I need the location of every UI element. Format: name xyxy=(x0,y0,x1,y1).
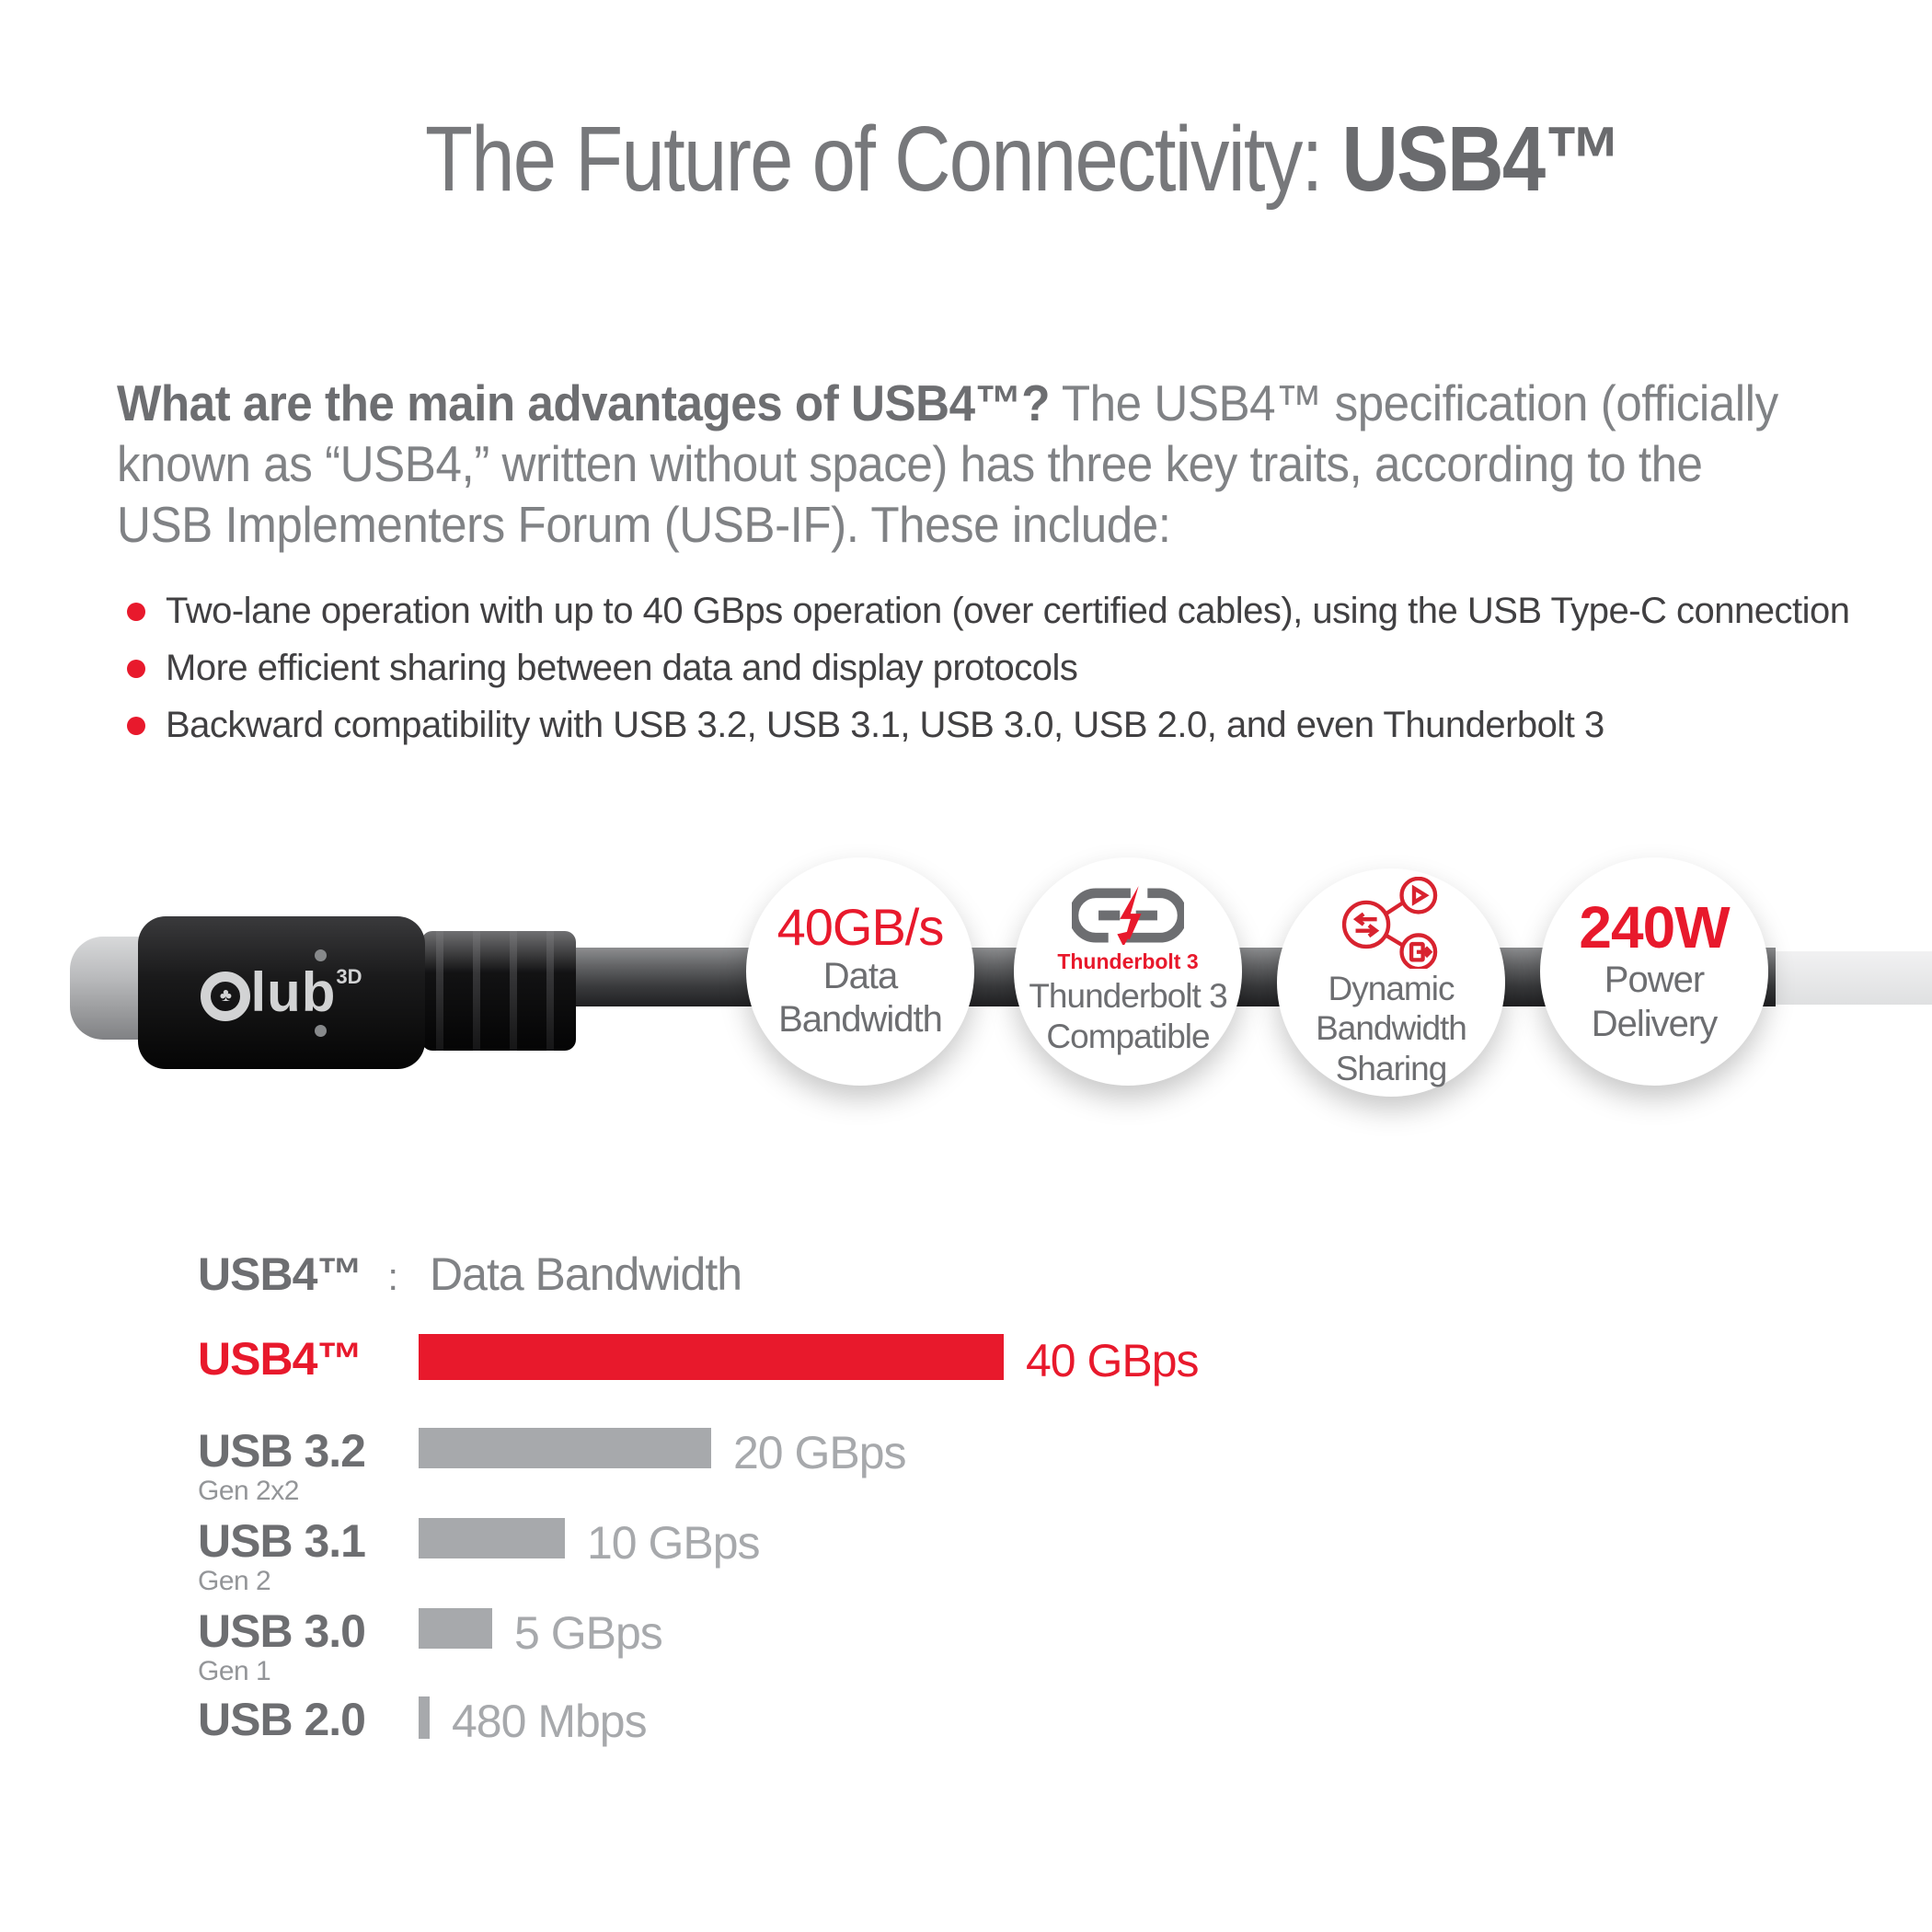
bar-usb32 xyxy=(419,1428,711,1468)
bar-value-label: 5 GBps xyxy=(514,1607,663,1659)
row-sublabel: Gen 2 xyxy=(198,1566,271,1596)
cable-strain-relief xyxy=(421,931,576,1051)
badge-line: Sharing xyxy=(1335,1049,1448,1087)
row-sublabel: Gen 1 xyxy=(198,1656,271,1686)
bullet-dot-icon xyxy=(127,602,145,621)
bullet-text: More efficient sharing between data and … xyxy=(166,648,1078,688)
badge-thunderbolt-compatible: Thunderbolt 3 Thunderbolt 3 Compatible xyxy=(1014,857,1242,1086)
badge-line: Power xyxy=(1604,960,1705,1001)
bar-value-label: 10 GBps xyxy=(587,1517,761,1569)
badge-line: Bandwidth xyxy=(1316,1009,1467,1048)
badge-headline: 240W xyxy=(1579,894,1730,961)
badge-headline: 40GB/s xyxy=(776,898,945,957)
bandwidth-chart: USB4™ : Data Bandwidth USB4™ 40 GBps USB… xyxy=(198,1248,1762,1818)
intro-question: What are the main advantages of USB4™? xyxy=(117,374,1051,431)
list-item: Two-lane operation with up to 40 GBps op… xyxy=(127,591,1850,632)
badge-line: Data xyxy=(822,956,898,997)
page-title: The Future of Connectivity: USB4™ xyxy=(425,107,1622,213)
bullet-text: Two-lane operation with up to 40 GBps op… xyxy=(166,591,1850,631)
chart-heading-title: Data Bandwidth xyxy=(430,1248,742,1300)
intro-paragraph: What are the main advantages of USB4™? T… xyxy=(117,373,1794,555)
chart-heading-separator: : xyxy=(387,1255,399,1298)
bar-usb4 xyxy=(419,1334,1004,1380)
title-regular-text: The Future of Connectivity: xyxy=(425,108,1342,211)
thunderbolt-3-link-icon xyxy=(1072,886,1184,946)
row-label: USB 2.0 xyxy=(198,1694,366,1745)
title-product-name: USB4™ xyxy=(1341,108,1622,211)
badge-line: Thunderbolt 3 xyxy=(1029,977,1227,1016)
badge-power-delivery: 240W Power Delivery xyxy=(1540,857,1768,1086)
row-label: USB 3.2 xyxy=(198,1425,366,1477)
bar-usb30 xyxy=(419,1608,492,1649)
intro-body: The USB4™ specification (officially know… xyxy=(117,374,1778,553)
housing-dot xyxy=(315,1025,327,1037)
badge-line: Dynamic xyxy=(1328,969,1455,1007)
row-label: USB 3.0 xyxy=(198,1605,366,1657)
bar-value-label: 480 Mbps xyxy=(452,1696,648,1747)
club3d-logo-3d: 3D xyxy=(336,964,362,988)
chart-row-usb31: USB 3.1 Gen 2 10 GBps xyxy=(198,1514,1762,1596)
bar-usb20 xyxy=(419,1696,430,1739)
bullet-dot-icon xyxy=(127,716,145,735)
bar-value-label: 20 GBps xyxy=(733,1427,907,1478)
chart-row-usb4: USB4™ 40 GBps xyxy=(198,1332,1762,1397)
thunderbolt-3-label: Thunderbolt 3 xyxy=(1057,949,1199,974)
usb-c-plug-housing: ♣ lub 3D xyxy=(138,916,425,1069)
bar-usb31 xyxy=(419,1518,565,1558)
housing-dot xyxy=(315,949,327,961)
row-label: USB4™ xyxy=(198,1333,362,1385)
badge-line: Compatible xyxy=(1046,1018,1210,1055)
bar-value-label: 40 GBps xyxy=(1026,1335,1200,1386)
badge-line: Bandwidth xyxy=(778,999,943,1041)
feature-list: Two-lane operation with up to 40 GBps op… xyxy=(127,591,1850,746)
row-label: USB 3.1 xyxy=(198,1515,366,1567)
usb-cable-faded-end xyxy=(1748,951,1932,1005)
badge-data-bandwidth: 40GB/s Data Bandwidth xyxy=(746,857,974,1086)
row-sublabel: Gen 2x2 xyxy=(198,1476,299,1506)
club3d-logo-text: lub xyxy=(250,960,337,1023)
club3d-clover-icon: ♣ xyxy=(201,971,251,1021)
chart-heading-product: USB4™ xyxy=(198,1248,362,1300)
chart-row-usb20: USB 2.0 480 Mbps xyxy=(198,1693,1762,1757)
list-item: Backward compatibility with USB 3.2, USB… xyxy=(127,705,1850,746)
list-item: More efficient sharing between data and … xyxy=(127,648,1850,689)
badge-dynamic-bandwidth-sharing: Dynamic Bandwidth Sharing xyxy=(1277,868,1505,1097)
bullet-dot-icon xyxy=(127,659,145,678)
share-icon xyxy=(1341,876,1438,969)
chart-row-usb30: USB 3.0 Gen 1 5 GBps xyxy=(198,1604,1762,1686)
chart-heading: USB4™ : Data Bandwidth xyxy=(198,1248,1762,1301)
chart-row-usb32: USB 3.2 Gen 2x2 20 GBps xyxy=(198,1424,1762,1506)
badge-line: Delivery xyxy=(1591,1003,1718,1044)
club3d-logo: ♣ lub 3D xyxy=(201,960,362,1023)
bullet-text: Backward compatibility with USB 3.2, USB… xyxy=(166,705,1604,745)
